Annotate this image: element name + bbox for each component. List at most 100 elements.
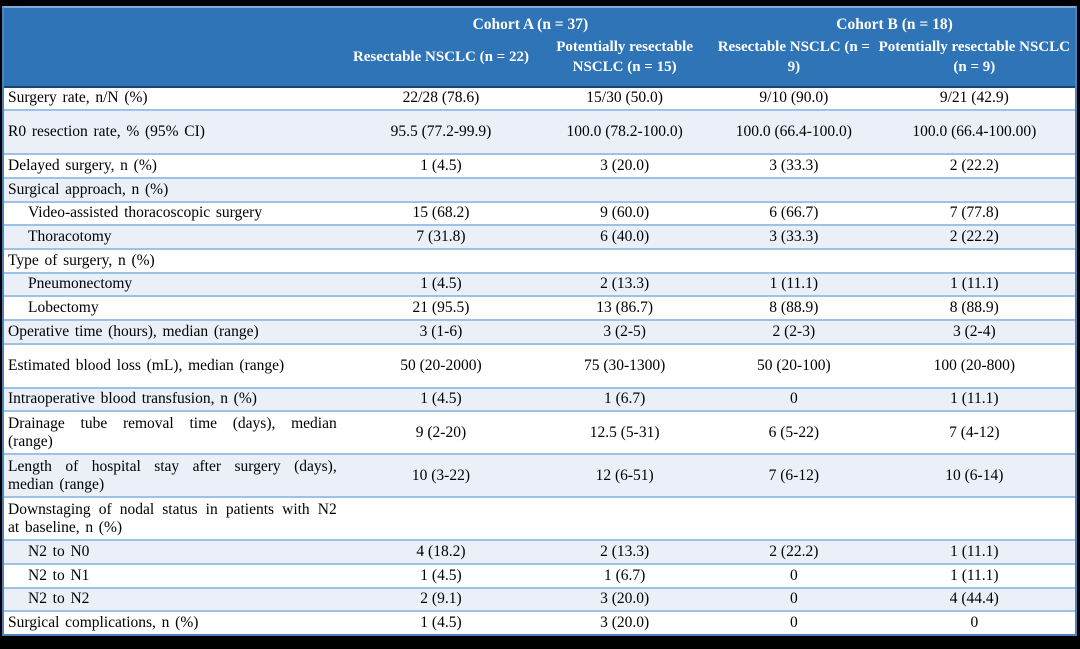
table-row: Drainage tube removal time (days), media… — [4, 410, 1075, 455]
value-cell: 3 (2-4) — [873, 318, 1075, 344]
row-label: Estimated blood loss (mL), median (range… — [4, 342, 347, 388]
value-cell: 3 (2-5) — [535, 318, 715, 344]
table-row: Lobectomy 21 (95.5) 13 (86.7) 8 (88.9) 8 (88… — [4, 295, 1075, 320]
table-row: Intraoperative blood transfusion, n (%) 1… — [4, 386, 1075, 412]
table-row: Thoracotomy 7 (31.8) 6 (40.0) 3 (33.3) 2 (22… — [4, 224, 1075, 249]
value-cell: 4 (18.2) — [346, 539, 536, 564]
row-label: N2 to N2 — [4, 586, 347, 612]
value-cell — [714, 176, 874, 202]
value-cell: 22/28 (78.6) — [346, 85, 536, 111]
value-cell: 13 (86.7) — [535, 295, 715, 320]
value-cell: 0 — [714, 586, 874, 612]
value-cell: 9 (2-20) — [346, 410, 536, 455]
row-label: Downstaging of nodal status in patients … — [4, 496, 347, 541]
value-cell: 15 (68.2) — [346, 200, 536, 226]
value-cell: 1 (4.5) — [346, 562, 536, 588]
surgical-outcomes-table: Cohort A (n = 37) Cohort B (n = 18) Rese… — [4, 8, 1075, 634]
value-cell: 2 (2-3) — [714, 318, 874, 344]
figure-frame: Cohort A (n = 37) Cohort B (n = 18) Rese… — [2, 6, 1077, 636]
row-label: Lobectomy — [4, 295, 347, 320]
value-cell — [873, 176, 1075, 202]
value-cell: 10 (3-22) — [346, 453, 536, 498]
value-cell: 7 (4-12) — [873, 410, 1075, 455]
row-label: Operative time (hours), median (range) — [4, 318, 347, 344]
row-label: Surgery rate, n/N (%) — [4, 85, 347, 111]
value-cell: 1 (11.1) — [873, 562, 1075, 588]
value-cell: 4 (44.4) — [873, 586, 1075, 612]
value-cell: 100.0 (78.2-100.0) — [535, 109, 715, 155]
value-cell: 0 — [714, 386, 874, 412]
value-cell: 3 (1-6) — [346, 318, 536, 344]
table-row: N2 to N2 2 (9.1) 3 (20.0) 0 4 (44.4) — [4, 586, 1075, 612]
value-cell: 7 (77.8) — [873, 200, 1075, 226]
value-cell: 6 (40.0) — [535, 224, 715, 249]
table-row: N2 to N0 4 (18.2) 2 (13.3) 2 (22.2) 1 (11.1) — [4, 539, 1075, 564]
value-cell: 1 (11.1) — [873, 271, 1075, 297]
value-cell — [535, 247, 715, 273]
value-cell: 3 (20.0) — [535, 153, 715, 178]
row-label: Video-assisted thoracoscopic surgery — [4, 200, 347, 226]
value-cell: 1 (4.5) — [346, 271, 536, 297]
row-label: Length of hospital stay after surgery (d… — [4, 453, 347, 498]
row-label: Thoracotomy — [4, 224, 347, 249]
cohort-a-header: Cohort A (n = 37) — [346, 8, 715, 37]
value-cell: 2 (9.1) — [346, 586, 536, 612]
value-cell: 8 (88.9) — [714, 295, 874, 320]
value-cell: 75 (30-1300) — [535, 342, 715, 388]
table-row: Length of hospital stay after surgery (d… — [4, 453, 1075, 498]
table-row: Pneumonectomy 1 (4.5) 2 (13.3) 1 (11.1) 1 (1… — [4, 271, 1075, 297]
row-label: Drainage tube removal time (days), media… — [4, 410, 347, 455]
value-cell: 1 (11.1) — [714, 271, 874, 297]
table-row: Delayed surgery, n (%) 1 (4.5) 3 (20.0) 3 (… — [4, 153, 1075, 178]
row-label: N2 to N0 — [4, 539, 347, 564]
value-cell: 12.5 (5-31) — [535, 410, 715, 455]
value-cell: 1 (6.7) — [535, 562, 715, 588]
row-label: Surgical approach, n (%) — [4, 176, 347, 202]
value-cell: 6 (5-22) — [714, 410, 874, 455]
value-cell — [535, 496, 715, 541]
value-cell: 2 (13.3) — [535, 271, 715, 297]
value-cell: 10 (6-14) — [873, 453, 1075, 498]
value-cell: 1 (11.1) — [873, 386, 1075, 412]
table-row: Video-assisted thoracoscopic surgery 15 (… — [4, 200, 1075, 226]
cohort-b-header: Cohort B (n = 18) — [714, 8, 1075, 37]
row-label: R0 resection rate, % (95% CI) — [4, 109, 347, 155]
value-cell: 3 (33.3) — [714, 224, 874, 249]
row-label: Surgical complications, n (%) — [4, 610, 347, 634]
value-cell: 95.5 (77.2-99.9) — [346, 109, 536, 155]
value-cell — [714, 247, 874, 273]
col-header-cohort-b-resectable: Resectable NSCLC (n = 9) — [714, 37, 874, 87]
row-label: Type of surgery, n (%) — [4, 247, 347, 273]
cohort-header-row: Cohort A (n = 37) Cohort B (n = 18) — [4, 8, 1075, 37]
value-cell: 1 (4.5) — [346, 386, 536, 412]
value-cell: 2 (22.2) — [873, 153, 1075, 178]
value-cell: 6 (66.7) — [714, 200, 874, 226]
table-body: Surgery rate, n/N (%) 22/28 (78.6) 15/30 (… — [4, 85, 1075, 634]
row-label: Intraoperative blood transfusion, n (%) — [4, 386, 347, 412]
value-cell — [346, 496, 536, 541]
value-cell: 15/30 (50.0) — [535, 85, 715, 111]
value-cell: 3 (33.3) — [714, 153, 874, 178]
value-cell: 21 (95.5) — [346, 295, 536, 320]
value-cell: 3 (20.0) — [535, 610, 715, 634]
value-cell: 0 — [873, 610, 1075, 634]
value-cell: 7 (6-12) — [714, 453, 874, 498]
value-cell — [873, 247, 1075, 273]
column-header-row: Resectable NSCLC (n = 22) Potentially re… — [4, 37, 1075, 87]
value-cell — [873, 496, 1075, 541]
table-row: Surgery rate, n/N (%) 22/28 (78.6) 15/30 (… — [4, 85, 1075, 111]
header-corner-cell — [4, 37, 347, 87]
value-cell: 1 (11.1) — [873, 539, 1075, 564]
table-row: Type of surgery, n (%) — [4, 247, 1075, 273]
value-cell: 100.0 (66.4-100.0) — [714, 109, 874, 155]
col-header-cohort-b-potentially-resectable: Potentially resectable NSCLC (n = 9) — [873, 37, 1075, 87]
table-row: Downstaging of nodal status in patients … — [4, 496, 1075, 541]
value-cell: 8 (88.9) — [873, 295, 1075, 320]
value-cell: 9/21 (42.9) — [873, 85, 1075, 111]
value-cell: 9/10 (90.0) — [714, 85, 874, 111]
table-row: Operative time (hours), median (range) 3 … — [4, 318, 1075, 344]
col-header-cohort-a-resectable: Resectable NSCLC (n = 22) — [346, 37, 536, 87]
row-label: Pneumonectomy — [4, 271, 347, 297]
value-cell — [714, 496, 874, 541]
value-cell: 2 (13.3) — [535, 539, 715, 564]
